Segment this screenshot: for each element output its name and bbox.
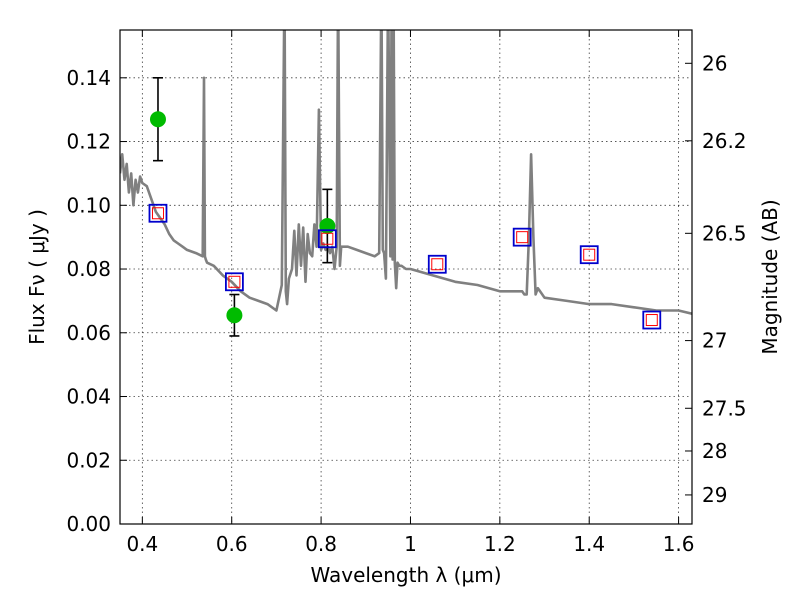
y-tick-label: 0.06 [66, 321, 111, 345]
mag-tick-label: 27.5 [702, 396, 747, 420]
model-phot-inner-square [583, 248, 596, 261]
observed-point [149, 111, 166, 128]
y2-axis-label: Magnitude (AB) [758, 199, 782, 354]
mag-tick-label: 26.2 [702, 129, 747, 153]
y-tick-label: 0.12 [66, 130, 111, 154]
model-phot-square [427, 254, 447, 274]
x-tick-label: 1 [404, 532, 417, 556]
model-phot-square [642, 310, 662, 330]
plot-frame [119, 29, 693, 525]
observed-point [226, 307, 243, 324]
model-phot-inner-square [645, 314, 658, 327]
model-phot-inner-square [516, 231, 529, 244]
y-tick-label: 0.00 [66, 512, 111, 536]
observed-point [319, 218, 336, 235]
x-tick-label: 0.4 [126, 532, 158, 556]
model-spectrum-line [120, 30, 692, 315]
y-tick-label: 0.14 [66, 66, 111, 90]
mag-tick-label: 29 [702, 483, 727, 507]
x-tick-label: 0.8 [305, 532, 337, 556]
y-tick-label: 0.04 [66, 385, 111, 409]
model-phot-inner-square [228, 275, 241, 288]
model-phot-inner-square [151, 207, 164, 220]
y-tick-label: 0.08 [66, 257, 111, 281]
y-tick-label: 0.02 [66, 448, 111, 472]
model-phot-square [317, 229, 337, 249]
x-tick-label: 1.2 [484, 532, 516, 556]
mag-tick-label: 27 [702, 329, 727, 353]
x-axis-label: Wavelength λ (μm) [310, 563, 501, 587]
mag-tick-label: 28 [702, 439, 727, 463]
model-spectrum-layer [120, 30, 692, 315]
model-phot-square [148, 203, 168, 223]
model-phot-square [224, 272, 244, 292]
tick-label-layer: 0.4 0.6 0.8 1 1.2 1.4 1.6 0.00 0.02 0.04 0.06 0.08 0… [66, 51, 746, 556]
x-tick-label: 0.6 [216, 532, 248, 556]
marker-layer [148, 77, 662, 337]
tick-layer [120, 30, 692, 525]
mag-tick-label: 26.5 [702, 221, 747, 245]
model-phot-inner-square [431, 258, 444, 271]
x-tick-label: 1.4 [573, 532, 605, 556]
y-axis-label: Flux Fν ( μJy ) [25, 209, 49, 345]
model-phot-square [579, 245, 599, 265]
x-tick-label: 1.6 [663, 532, 695, 556]
mag-tick-label: 26 [702, 51, 727, 75]
model-phot-inner-square [321, 232, 334, 245]
y-tick-label: 0.10 [66, 193, 111, 217]
model-phot-square [512, 227, 532, 247]
